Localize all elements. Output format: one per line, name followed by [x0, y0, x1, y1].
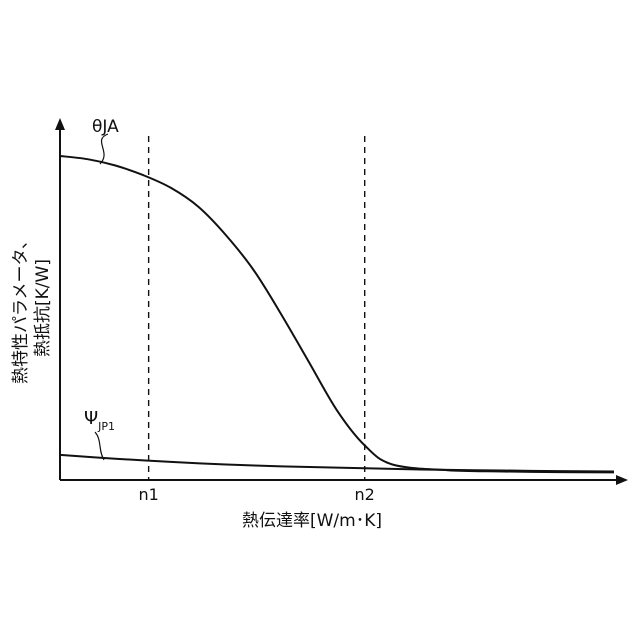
- series-line-theta-ja: [60, 156, 614, 472]
- n-markers: [149, 136, 365, 480]
- x-axis-label: 熱伝達率[W/m･K]: [242, 511, 382, 531]
- psi-symbol: Ψ: [84, 408, 98, 429]
- theta-ja-leader: [100, 134, 108, 164]
- series-group: [60, 156, 614, 472]
- y-axis-label-line-1: 熱特性パラメータ、: [11, 232, 31, 384]
- psi-subscript: JP1: [97, 420, 115, 433]
- psi-jp1-leader: [95, 432, 104, 460]
- y-axis-label-line-2: 熱抵抗[K/W]: [33, 259, 53, 357]
- series-label-theta-ja: θJA: [92, 117, 119, 137]
- series-line-psi-jp1: [60, 455, 614, 472]
- x-tick-label-n2: n2: [355, 485, 375, 504]
- y-axis-arrow: [55, 118, 65, 130]
- series-label-psi-jp1: ΨJP1: [84, 408, 115, 433]
- x-tick-label-n1: n1: [138, 485, 158, 504]
- x-axis-arrow: [616, 475, 628, 485]
